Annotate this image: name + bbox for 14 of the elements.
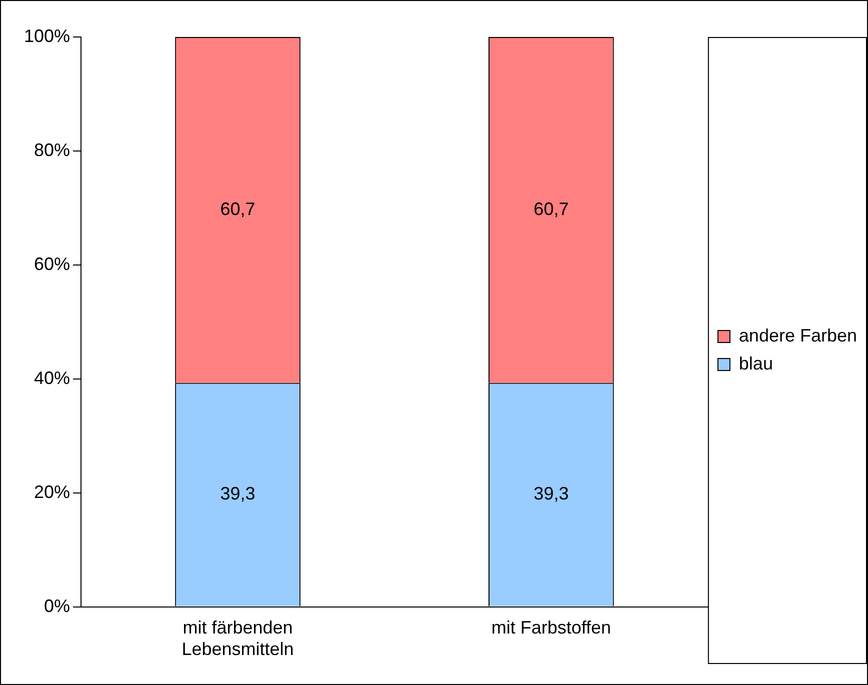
y-tick-label: 80% — [34, 140, 70, 160]
data-label: 60,7 — [220, 198, 256, 219]
y-tick-label: 40% — [34, 368, 70, 388]
x-tick-label: mit Farbstoffen — [491, 618, 612, 638]
legend-label: blau — [738, 353, 773, 374]
legend-label: andere Farben — [738, 325, 858, 346]
data-label: 39,3 — [220, 484, 256, 504]
y-tick-label: 60% — [34, 254, 70, 274]
x-tick-label: mit färbenden Lebensmitteln — [182, 618, 294, 660]
y-tick-label: 0% — [44, 596, 70, 616]
y-tick-label: 100% — [24, 26, 70, 46]
y-tick-label: 20% — [34, 482, 70, 502]
data-label: 39,3 — [534, 484, 569, 504]
data-label: 60,7 — [534, 198, 569, 219]
